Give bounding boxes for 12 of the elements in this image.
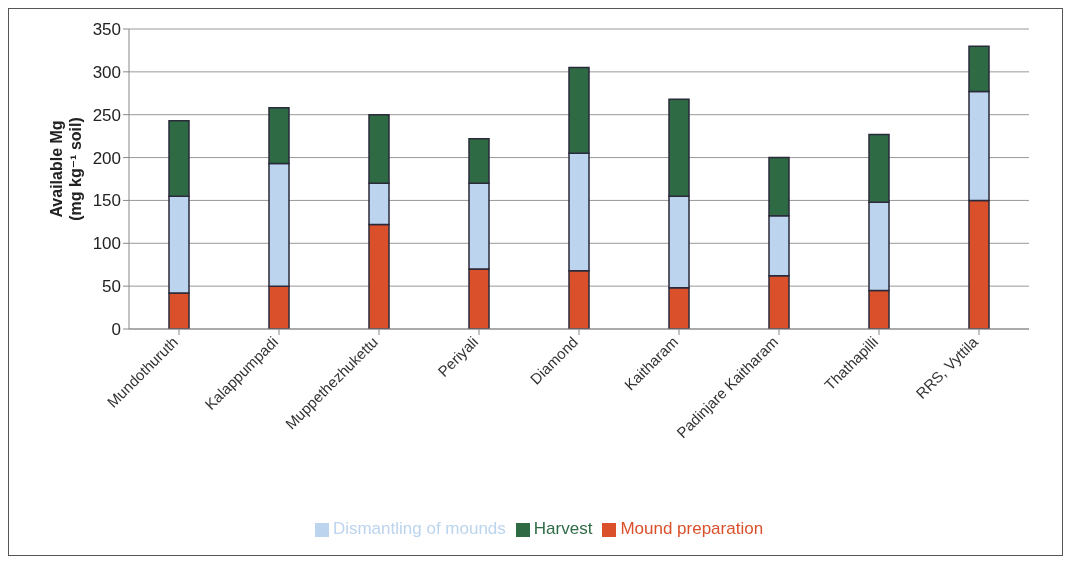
y-axis-title: Available Mg (mg kg⁻¹ soil) [48, 117, 84, 221]
y-tick-label: 0 [111, 320, 121, 340]
legend-label: Mound preparation [620, 519, 764, 538]
y-tick-label: 250 [92, 105, 121, 125]
legend-label: Harvest [533, 519, 593, 538]
y-tick-label: 350 [92, 20, 121, 40]
legend-label: Dismantling of mounds [332, 519, 506, 538]
y-tick-label: 200 [92, 148, 121, 168]
y-tick-label: 300 [92, 62, 121, 82]
y-tick-label: 50 [102, 277, 121, 297]
y-tick-label: 100 [92, 234, 121, 254]
y-tick-label: 150 [92, 191, 121, 211]
